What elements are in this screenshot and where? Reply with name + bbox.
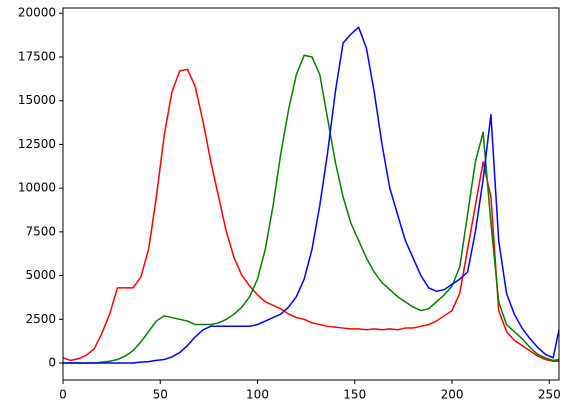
y-tick-label: 7500: [25, 224, 56, 238]
x-tick-label: 100: [246, 388, 269, 402]
y-tick-label: 12500: [18, 137, 56, 151]
x-tick-label: 0: [59, 388, 67, 402]
series-line: [62, 68, 559, 363]
y-tick-label: 2500: [25, 312, 56, 326]
y-tick-label: 15000: [18, 93, 56, 107]
y-tick-label: 0: [48, 356, 56, 370]
series-line: [63, 26, 560, 364]
x-tick-label: 200: [441, 388, 464, 402]
x-tick-label: 250: [538, 388, 561, 402]
x-tick-label: 50: [153, 388, 168, 402]
plot-frame: [62, 7, 560, 381]
y-tick-label: 17500: [18, 49, 56, 63]
x-tick-label: 150: [343, 388, 366, 402]
y-tick-label: 5000: [25, 268, 56, 282]
series-line: [63, 54, 560, 364]
y-tick-label: 10000: [18, 181, 56, 195]
y-tick-label: 20000: [18, 6, 56, 20]
